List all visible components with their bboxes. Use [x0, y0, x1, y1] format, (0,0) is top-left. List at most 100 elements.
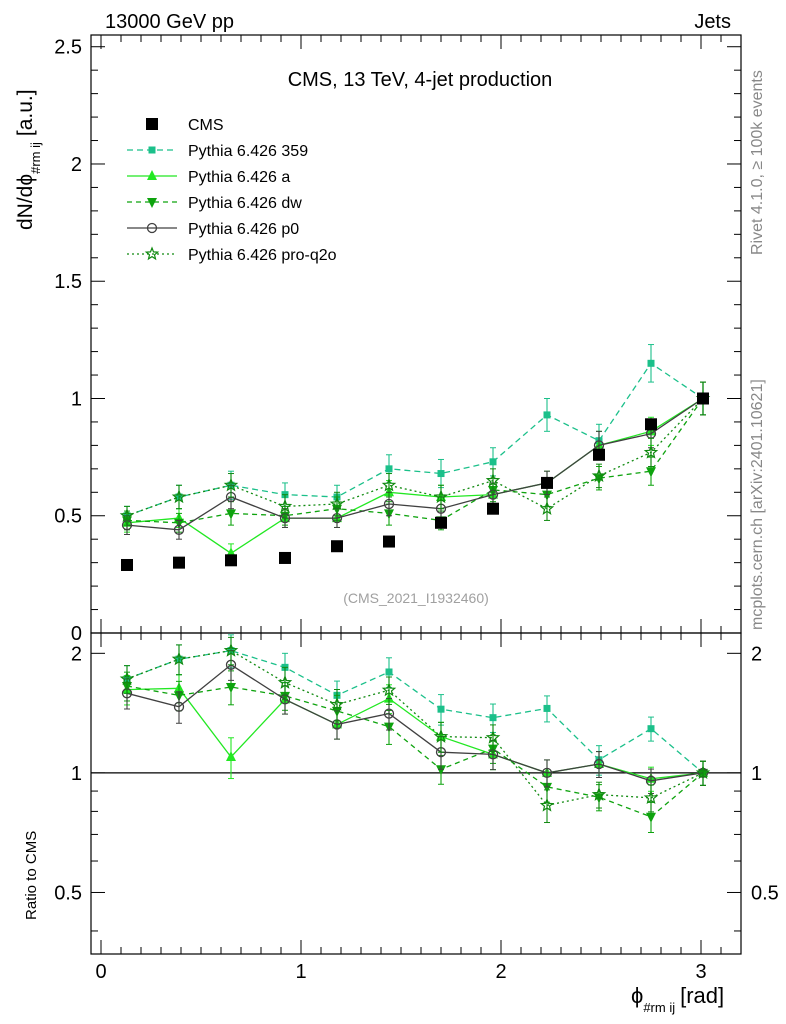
x-tick-label: 1 — [295, 961, 306, 983]
data-point — [645, 418, 657, 431]
y-axis-label-unit: [a.u.] — [14, 89, 37, 136]
y-axis-label-sub: #rm ij — [28, 142, 43, 174]
x-tick-label: 0 — [95, 961, 106, 983]
ratio-point — [433, 728, 449, 743]
data-point — [543, 411, 551, 419]
ratio-point — [593, 758, 605, 770]
y-tick-label: 0.5 — [54, 506, 82, 528]
data-point — [121, 558, 133, 571]
y-axis-label-main: dN/dϕ — [14, 174, 37, 230]
header-right: Jets — [694, 11, 731, 33]
axis-ticks — [91, 35, 741, 954]
ratio-point — [591, 786, 607, 801]
ratio-point — [437, 705, 445, 713]
data-point — [383, 498, 395, 510]
series-line — [126, 398, 704, 517]
series-pythia-6-426-p0 — [121, 381, 709, 540]
legend-label: Pythia 6.426 359 — [188, 143, 308, 160]
legend-label: Pythia 6.426 dw — [188, 195, 302, 212]
data-point — [226, 509, 236, 520]
data-point — [329, 496, 345, 511]
ratio-point — [223, 642, 239, 657]
ratio-point — [539, 797, 555, 812]
y-tick-label: 1 — [71, 388, 82, 410]
data-point — [433, 489, 449, 504]
x-axis-label: ϕ#rm ij [rad] — [631, 983, 724, 1015]
data-point — [279, 551, 291, 564]
x-tick-label: 3 — [695, 961, 706, 983]
data-point — [487, 502, 499, 515]
ratio-line — [126, 649, 704, 774]
data-point — [173, 524, 185, 535]
data-point — [539, 501, 555, 515]
x-axis-label-sub: #rm ij — [643, 1000, 675, 1015]
svg-text:dN/dϕ#rm ij[a.u.]: dN/dϕ#rm ij [a.u.] — [14, 89, 43, 230]
data-point — [643, 444, 659, 459]
ratio-point — [436, 765, 446, 776]
data-point — [542, 490, 552, 501]
ratio-point — [489, 714, 497, 722]
legend-entry: Pythia 6.426 a — [127, 169, 290, 186]
data-point — [485, 472, 501, 487]
ratio-point — [543, 704, 551, 712]
data-point — [331, 540, 343, 553]
tick-labels: 0 1 2 3 0 0.5 1 1.5 2 2.5 0.5 0.5 1 1 2 2 — [54, 37, 779, 983]
ratio-point — [226, 683, 236, 694]
ratio-y-tick-label-right: 0.5 — [751, 882, 779, 904]
legend-marker — [146, 118, 158, 130]
data-point — [381, 477, 397, 492]
x-tick-label: 2 — [495, 961, 506, 983]
ratio-y-tick-label-right: 1 — [751, 763, 762, 785]
y-tick-label: 2.5 — [54, 37, 82, 59]
data-point — [593, 448, 605, 461]
chart-title: CMS, 13 TeV, 4-jet production — [288, 69, 553, 91]
ratio-point — [119, 671, 135, 686]
ratio-y-tick-label: 1 — [71, 763, 82, 785]
data-point — [223, 477, 239, 492]
legend-entry: Pythia 6.426 dw — [127, 195, 302, 212]
ratio-y-label: Ratio to CMS — [23, 831, 40, 920]
legend-label: CMS — [188, 117, 224, 134]
ratio-point — [381, 682, 397, 697]
series-line — [126, 397, 704, 531]
series-pythia-6-426-pro-q2o — [119, 381, 711, 526]
ratio-line — [126, 663, 704, 782]
series-line — [126, 397, 704, 555]
data-point — [119, 508, 135, 522]
legend-marker — [146, 222, 158, 234]
data-point — [647, 359, 655, 367]
ratio-point — [647, 725, 655, 733]
mcplots-text: mcplots.cern.ch [arXiv:2401.10621] — [749, 379, 766, 630]
legend-marker — [147, 198, 157, 208]
data-point — [435, 516, 447, 529]
data-point — [171, 489, 187, 504]
ratio-point — [173, 701, 185, 712]
ratio-point — [541, 767, 553, 779]
legend-marker — [147, 170, 157, 180]
ratio-y-axis-label: Ratio to CMS — [23, 831, 40, 920]
ratio-series-pythia-6-426-dw — [122, 670, 708, 833]
ratio-series-pythia-6-426-359 — [123, 634, 707, 786]
y-tick-label: 0 — [71, 623, 82, 645]
x-axis-label-unit: [rad] — [680, 983, 724, 1008]
legend-entry: Pythia 6.426 pro-q2o — [127, 246, 337, 264]
ratio-point — [226, 750, 236, 761]
data-point — [489, 458, 497, 466]
ratio-point — [383, 708, 395, 719]
main-series-layer — [119, 344, 711, 571]
legend-entry: Pythia 6.426 p0 — [127, 221, 299, 238]
legend-label: Pythia 6.426 p0 — [188, 221, 299, 238]
series-pythia-6-426-359 — [123, 344, 707, 526]
y-tick-label: 2 — [71, 154, 82, 176]
ratio-series-pythia-6-426-pro-q2o — [119, 636, 711, 824]
ratio-point — [485, 730, 501, 744]
ratio-point — [646, 812, 656, 823]
data-point — [173, 556, 185, 569]
legend-label: Pythia 6.426 a — [188, 169, 290, 186]
series-line — [126, 362, 704, 517]
data-point — [383, 535, 395, 548]
analysis-id: (CMS_2021_I1932460) — [343, 590, 489, 606]
ratio-series-layer — [119, 634, 711, 833]
ratio-panel-frame — [90, 632, 742, 955]
ratio-point — [542, 782, 552, 793]
